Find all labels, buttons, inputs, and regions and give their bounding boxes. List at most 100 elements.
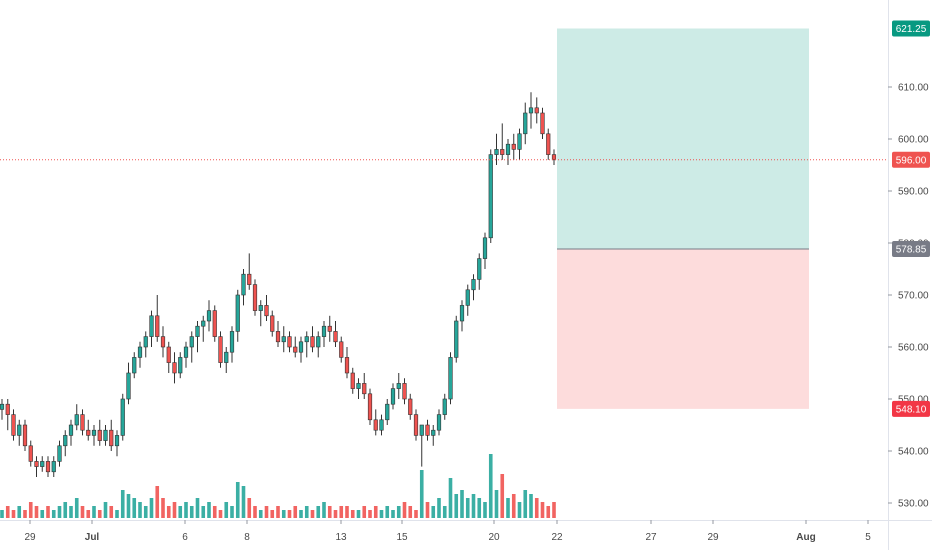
candle-body [385,403,390,421]
candle-body [287,336,292,348]
candle [298,336,304,363]
candle-body [206,310,212,322]
candle [224,347,229,373]
candle [229,326,235,363]
candle-body [281,336,286,343]
candle [465,284,470,316]
candle-body [339,341,344,358]
candle [264,295,269,321]
candle [413,409,419,441]
volume-bar [373,506,378,518]
volume-bar [23,510,27,518]
candle-body [247,273,252,285]
volume-bar [103,502,108,518]
candlesticks [0,92,557,477]
candle-body [160,336,166,348]
candle [408,393,413,420]
candle [195,321,200,353]
candle-body [212,310,217,337]
candle-body [103,429,108,441]
x-tick-label: 22 [551,532,563,543]
candle-body [379,419,384,431]
volume-bar [385,506,390,518]
long-position-tool[interactable] [557,28,809,409]
candle [379,414,384,436]
candle-body [34,461,39,467]
volume-bar [74,498,79,518]
candle [45,456,51,477]
volume-bar [0,510,4,518]
volume-bar [368,510,372,518]
candle [546,128,551,160]
x-tick-label: 6 [182,532,188,543]
volume-bar [207,502,211,518]
candle [448,352,453,405]
candle [385,399,390,425]
candle [166,341,171,373]
candle-body [86,429,91,436]
volume-bar [517,502,522,518]
candle [126,362,131,405]
candle-body [189,336,194,348]
entry-price-tag: 578.85 [892,240,930,257]
candle-body [201,320,206,327]
volume-bar [109,506,114,518]
volume-bars [0,454,556,518]
volume-bar [362,506,367,518]
volume-bar [212,506,217,518]
volume-bar [483,502,487,518]
y-tick-label: 560.00 [898,343,929,354]
candle [350,367,355,394]
volume-bar [494,490,499,518]
candle [178,352,183,379]
candle-body [459,305,465,322]
volume-bar [276,506,280,518]
stop-zone[interactable] [557,248,809,409]
candle-body [344,357,350,374]
candle-body [120,398,125,436]
candle-body [436,414,442,431]
candle [494,133,499,165]
candle [109,419,114,451]
volume-bar [120,490,125,518]
candle [143,331,148,358]
candle-body [408,398,413,415]
candle [459,300,465,332]
candle [74,404,79,431]
candle [5,399,10,431]
volume-bar [28,502,33,518]
candle [442,393,447,420]
candle [316,331,321,358]
candle-body [275,331,281,343]
volume-bar [178,506,183,518]
volume-bar [431,506,436,518]
volume-bar [379,510,384,518]
candle-body [40,461,45,467]
y-axis-ticks: 530.00540.00550.00560.00570.00580.00590.… [888,83,929,510]
candle [275,321,281,347]
candle-body [258,305,263,311]
candle [68,419,74,446]
candle-body [528,107,534,114]
volume-bar [189,506,194,518]
candle [201,315,206,342]
candle [373,409,378,436]
volume-bar [414,510,418,518]
volume-bar [97,510,102,518]
candle-body [68,424,74,436]
candle [97,419,102,446]
volume-bar [333,510,338,518]
candle [367,388,373,425]
candle-body [333,331,338,343]
candle [212,305,217,342]
target-price-tag-bg [892,20,930,37]
candle-body [477,258,482,280]
candle-body [327,325,332,332]
candle [396,373,401,399]
target-zone[interactable] [557,28,809,249]
candle [91,425,97,446]
candle-body [396,383,401,389]
volume-bar [506,498,510,518]
